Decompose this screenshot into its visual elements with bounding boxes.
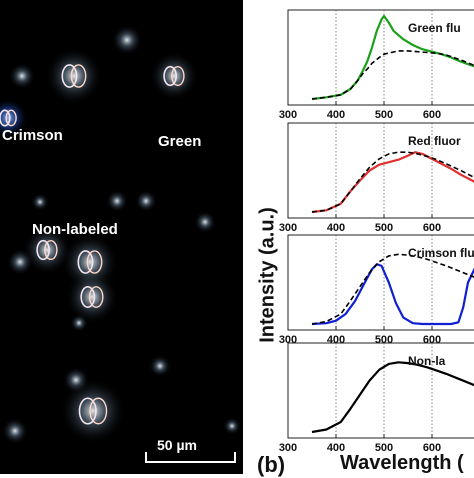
panel-letter: (b)	[257, 452, 285, 478]
particle	[7, 249, 33, 275]
spectrum-panel-1: 30040050060070Green flu	[279, 10, 474, 121]
micrograph-panel: Crimson Green Non-labeled 50 µm	[0, 0, 243, 474]
panel-title: Green flu	[408, 21, 461, 35]
scale-bar-label: 50 µm	[157, 437, 197, 453]
x-tick-label: 500	[375, 222, 393, 234]
panel-title: Red fluor	[408, 134, 461, 148]
particle	[45, 47, 102, 104]
panel-title: Crimson flu	[408, 246, 474, 260]
panel-title: Non-la	[408, 354, 446, 368]
scale-bar	[146, 452, 235, 462]
plot-frame	[288, 343, 474, 438]
particle	[150, 52, 198, 100]
particle	[66, 271, 119, 324]
label-green: Green	[158, 133, 201, 150]
x-tick-label: 400	[327, 109, 345, 121]
particle	[194, 211, 216, 233]
particle	[135, 190, 157, 212]
particle	[60, 378, 126, 444]
x-tick-label: 400	[327, 222, 345, 234]
x-tick-label: 600	[423, 109, 441, 121]
particle	[2, 418, 28, 444]
particle	[106, 190, 128, 212]
x-axis-label: Wavelength (	[340, 452, 464, 475]
spectrum-panel-2: 30040050060070Red fluor	[279, 123, 474, 234]
y-axis-label: Intensity (a.u.)	[257, 207, 280, 343]
x-tick-label: 500	[375, 109, 393, 121]
x-tick-label: 600	[423, 222, 441, 234]
spectrum-panel-3: 30040050060070Crimson flu	[279, 235, 474, 346]
spectrum-panel-4: 30040050060070Non-la	[279, 343, 474, 454]
label-crimson: Crimson	[2, 127, 63, 144]
particle	[31, 193, 49, 211]
x-tick-label: 300	[279, 109, 297, 121]
particle	[149, 355, 171, 377]
label-nonlabeled: Non-labeled	[32, 221, 118, 238]
x-tick-label: 300	[279, 222, 297, 234]
particle	[9, 63, 35, 89]
particle	[223, 417, 241, 435]
particle	[112, 25, 143, 56]
particle	[70, 314, 88, 332]
